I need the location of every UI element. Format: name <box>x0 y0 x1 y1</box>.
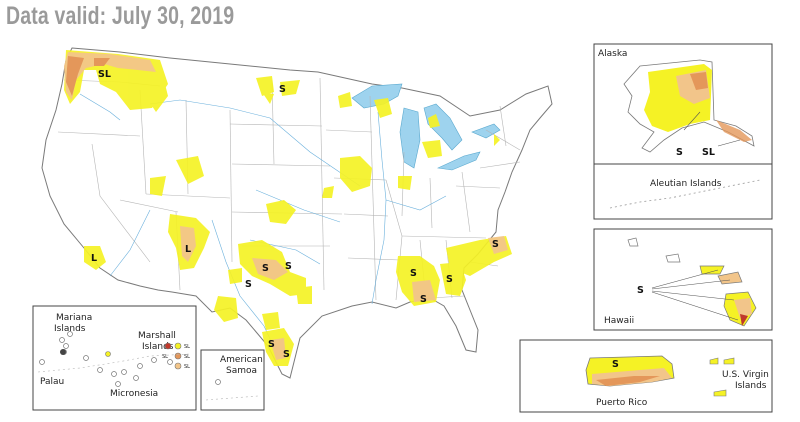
puerto-rico-inset: S Puerto Rico U.S. Virgin Islands <box>519 339 773 413</box>
hawaii-impact-s: S <box>637 285 644 296</box>
pr-impact-s: S <box>612 359 619 370</box>
marshall-extreme-marker <box>164 342 172 350</box>
map-title: Data valid: July 30, 2019 <box>6 2 235 30</box>
usvi-label-line2: Islands <box>735 381 767 391</box>
alaska-inset: Alaska S SL Aleutian Islands <box>593 43 773 220</box>
aleutian-label: Aleutian Islands <box>650 179 722 189</box>
pr-severe-area <box>596 376 660 386</box>
aleutian-inset <box>593 163 773 220</box>
severe-drought-areas <box>66 56 110 96</box>
impact-label-s-ms: S <box>410 268 417 279</box>
marshall-label-line1: Marshall <box>138 331 176 341</box>
marshall-sl-label-1: SL <box>184 344 190 350</box>
mariana-label-line1: Mariana <box>56 313 92 323</box>
marshall-sl-label-3: SL <box>184 364 190 370</box>
alaska-leader-line-1 <box>683 111 701 131</box>
palau-label: Palau <box>40 377 64 387</box>
impact-label-s-tx1: S <box>262 263 269 274</box>
alaska-severe-area <box>690 72 708 90</box>
impact-label-l-ca: L <box>91 253 97 264</box>
impact-label-s-tx5: S <box>283 349 290 360</box>
marshall-severe-marker <box>174 352 182 360</box>
marshall-sl-label-4: SL <box>162 354 168 360</box>
american-samoa-inset: American Samoa <box>200 349 265 411</box>
rivers <box>79 93 447 357</box>
impact-label-s-nd: S <box>279 84 286 95</box>
samoa-island-marker <box>215 379 221 385</box>
pacific-islands-inset: Mariana Islands Marshall Islands Palau M… <box>32 305 197 411</box>
hawaii-inset: Hawaii S <box>593 228 773 331</box>
impact-label-s-tx3: S <box>245 279 252 290</box>
micronesia-label: Micronesia <box>110 389 158 399</box>
conus-map: SL S L L S S S S S S S S S <box>41 47 553 379</box>
state-borders <box>57 77 521 301</box>
usvi-label-line1: U.S. Virgin <box>722 370 769 380</box>
impact-label-s-tx4: S <box>268 339 275 350</box>
alaska-impact-s: S <box>676 147 683 158</box>
puerto-rico-label: Puerto Rico <box>596 398 648 408</box>
aleutian-chain <box>609 179 761 209</box>
alaska-impact-sl: SL <box>702 147 715 158</box>
impact-label-l-nm: L <box>185 244 191 255</box>
impact-label-s-nc: S <box>492 239 499 250</box>
conus-impact-labels: SL S L L S S S S S S S S S <box>91 69 499 360</box>
great-lakes <box>351 83 501 171</box>
big-island-extreme <box>740 314 748 326</box>
usvi-islands <box>709 357 735 397</box>
oahu-island <box>665 253 681 263</box>
moderate-drought-areas <box>64 52 508 360</box>
marshall-sl-label-2: SL <box>184 354 190 360</box>
marshall-label-line2: Islands <box>142 342 174 352</box>
samoa-dashed-boundary <box>205 395 259 401</box>
pacific-dashed-boundary <box>37 353 191 373</box>
hawaii-leader-lines <box>651 269 739 321</box>
big-island-moderate <box>734 298 752 318</box>
kauai-island <box>627 237 639 247</box>
impact-label-sl-wa: SL <box>98 69 111 80</box>
hawaii-label: Hawaii <box>604 316 634 326</box>
molokai-island <box>699 265 725 275</box>
micronesia-dry-marker <box>105 351 111 357</box>
impact-label-s-ga: S <box>446 274 453 285</box>
samoa-label-line1: American <box>220 355 263 365</box>
impact-label-s-tx2: S <box>285 261 292 272</box>
impact-label-s-al: S <box>420 294 427 305</box>
guam-marker <box>60 349 66 355</box>
mariana-label-line2: Islands <box>54 324 86 334</box>
samoa-label-line2: Samoa <box>226 366 257 376</box>
marshall-moderate-marker <box>174 362 182 370</box>
alaska-label: Alaska <box>598 49 627 59</box>
alaska-leader-line-2 <box>717 139 741 147</box>
alaska-panhandle-drought <box>716 120 752 142</box>
marshall-dry-marker-1 <box>174 342 182 350</box>
